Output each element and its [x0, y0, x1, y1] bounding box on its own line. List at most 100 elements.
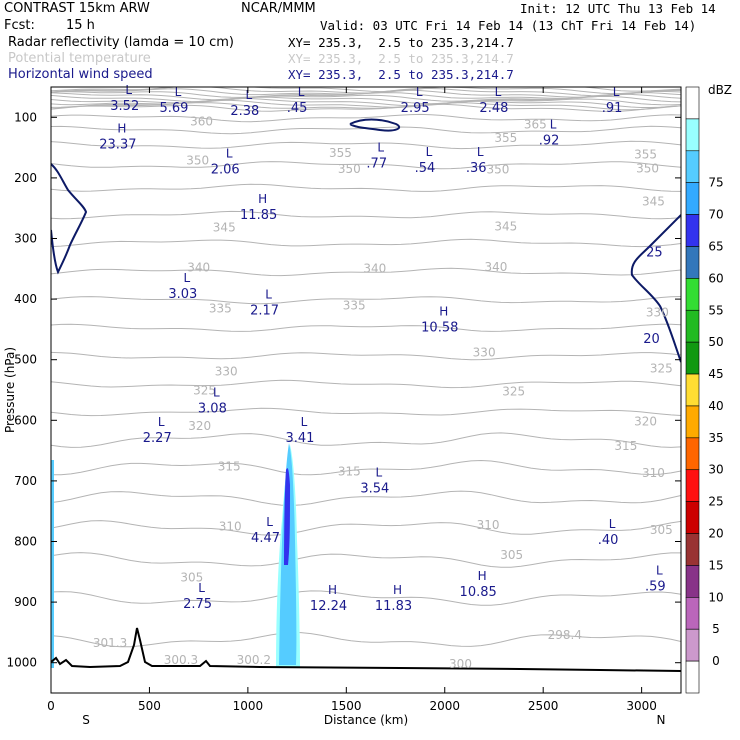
theta-contour-line — [51, 351, 681, 361]
wind-extremum-value: 10.58 — [421, 320, 458, 335]
theta-label: 310 — [219, 519, 242, 533]
theta-label: 315 — [218, 459, 241, 473]
colorbar-unit: dBZ — [708, 83, 732, 97]
wind-extremum-value: .92 — [539, 134, 560, 149]
theta-contour-line — [51, 459, 681, 476]
theta-contour-line — [51, 183, 681, 192]
theta-contour-line — [51, 95, 681, 105]
x-tick-label: 0 — [47, 699, 55, 713]
theta-contour-line — [51, 490, 681, 507]
colorbar-tick-label: 45 — [708, 367, 723, 381]
colorbar-tick-label: 25 — [708, 495, 723, 509]
theta-label: 350 — [338, 162, 361, 176]
wind-extremum-value: .36 — [466, 161, 487, 176]
wind-extremum-marker: L — [213, 385, 220, 399]
wind-extremum-value: 2.48 — [479, 101, 508, 116]
theta-label: 345 — [213, 221, 236, 235]
colorbar-swatch — [685, 341, 700, 375]
colorbar-swatch — [685, 597, 700, 630]
theta-contour-line — [51, 407, 681, 417]
colorbar-swatch — [685, 86, 700, 120]
plot-frame — [50, 86, 682, 694]
theta-label: 298.4 — [548, 628, 582, 642]
wind-extremum-marker: L — [184, 271, 191, 285]
y-tick-label: 1000 — [6, 656, 37, 670]
theta-contour-line — [51, 323, 681, 332]
field-theta-xy: XY= 235.3, 2.5 to 235.3,214.7 — [288, 51, 514, 66]
theta-contour-line — [51, 103, 681, 113]
colorbar-tick-label: 35 — [708, 431, 723, 445]
wind-extremum-marker: H — [328, 583, 337, 597]
field-reflectivity: Radar reflectivity (lamda = 10 cm) — [8, 35, 234, 50]
theta-label: 325 — [650, 361, 673, 375]
y-tick-label: 900 — [14, 595, 37, 609]
wind-extremum-marker: H — [258, 192, 267, 206]
model-name: CONTRAST 15km ARW — [4, 1, 150, 16]
theta-label: 340 — [187, 261, 210, 275]
theta-contour-line — [51, 552, 681, 568]
forecast-label: Fcst: — [4, 18, 35, 33]
colorbar-tick-label: 15 — [708, 558, 723, 572]
wind-extremum-value: .54 — [415, 161, 436, 176]
theta-label: 300.3 — [164, 653, 198, 667]
colorbar-swatch — [685, 246, 700, 279]
theta-label: 315 — [338, 464, 361, 478]
x-end-label-left: S — [82, 713, 90, 727]
wind-extremum-marker: L — [656, 564, 663, 578]
wind-contour-line — [349, 118, 401, 132]
colorbar-swatch — [685, 278, 700, 311]
colorbar-swatch — [685, 501, 700, 534]
colorbar-swatch — [685, 118, 700, 152]
theta-contour-line — [51, 520, 681, 536]
colorbar-swatch — [685, 150, 700, 183]
colorbar-swatch — [685, 533, 700, 566]
theta-label: 340 — [363, 261, 386, 275]
x-axis-label: Distance (km) — [324, 713, 408, 727]
wind-extremum-value: .59 — [645, 580, 666, 595]
theta-label: 365 — [524, 118, 547, 132]
colorbar-swatch — [685, 373, 700, 407]
x-tick-label: 500 — [138, 699, 161, 713]
wind-extremum-marker: L — [301, 415, 308, 429]
reflectivity-20dbz — [284, 468, 290, 565]
wind-extremum-value: .91 — [602, 101, 623, 116]
theta-label: 350 — [636, 161, 659, 175]
wind-extremum-marker: L — [477, 145, 484, 159]
wind-extremum-value: 2.06 — [211, 163, 240, 178]
colorbar-tick-label: 30 — [708, 463, 723, 477]
init-time: Init: 12 UTC Thu 13 Feb 14 — [520, 1, 716, 16]
theta-label: 300 — [449, 657, 472, 671]
wind-extremum-marker: H — [117, 121, 126, 135]
wind-extremum-value: .77 — [366, 157, 387, 172]
y-tick-label: 200 — [14, 171, 37, 185]
wind-extremum-value: 12.24 — [310, 599, 347, 614]
wind-extremum-marker: L — [298, 85, 305, 99]
reflectivity-column — [51, 443, 300, 668]
x-tick-label: 2500 — [528, 699, 559, 713]
wind-extremum-marker: L — [426, 145, 433, 159]
wind-extremum-marker: L — [175, 85, 182, 99]
theta-contour-line — [51, 161, 681, 170]
colorbar-tick-label: 65 — [708, 239, 723, 253]
x-tick-label: 2000 — [429, 699, 460, 713]
theta-contour-line — [51, 432, 681, 448]
theta-contour-line — [51, 113, 681, 123]
theta-label: 335 — [343, 298, 366, 312]
valid-time: Valid: 03 UTC Fri 14 Feb 14 (13 ChT Fri … — [320, 18, 697, 33]
theta-contour-line — [51, 632, 681, 648]
wind-extremum-value: 11.85 — [240, 208, 277, 223]
wind-contour-label: 25 — [646, 246, 663, 261]
theta-label: 355 — [634, 147, 657, 161]
theta-contour-line — [51, 102, 681, 111]
theta-label: 330 — [215, 364, 238, 378]
colorbar-tick-label: 70 — [708, 208, 723, 222]
wind-speed-contours — [51, 118, 681, 363]
wind-contour-line — [51, 163, 88, 275]
field-wind-xy: XY= 235.3, 2.5 to 235.3,214.7 — [288, 67, 514, 82]
y-tick-label: 400 — [14, 292, 37, 306]
forecast-hour: 15 h — [66, 18, 95, 33]
theta-contour-line — [51, 267, 681, 277]
theta-label: 345 — [494, 219, 517, 233]
x-tick-label: 1000 — [233, 699, 264, 713]
